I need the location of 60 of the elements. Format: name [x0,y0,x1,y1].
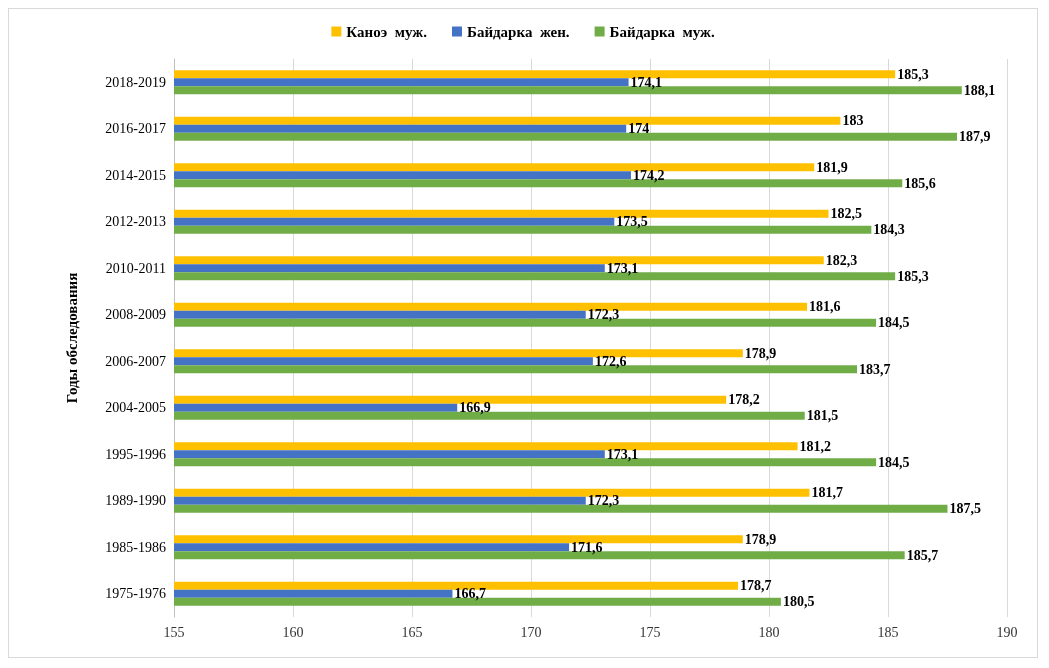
data-label: 171,6 [571,539,603,555]
x-tick-label: 155 [163,624,185,640]
x-tick-label: 160 [282,624,304,640]
data-label: 182,3 [825,252,858,268]
data-label: 172,3 [587,307,620,323]
y-axis-title: Годы обследования [63,272,80,404]
y-tick-label: 1975-1976 [105,586,166,602]
y-tick-label: 2018-2019 [105,74,166,90]
data-label: 174,1 [630,74,663,90]
data-label: 173,1 [606,446,639,462]
data-label: 173,5 [616,214,648,230]
y-tick-label: 2016-2017 [105,121,166,137]
data-label: 178,7 [740,578,772,594]
data-label: 184,3 [873,222,905,238]
y-tick-label: 1989-1990 [105,493,166,509]
x-tick-label: 190 [996,624,1018,640]
data-label: 185,7 [906,547,939,563]
data-label: 173,1 [606,260,639,276]
legend-label: Байдарка жен. [466,23,570,40]
data-label: 172,6 [594,353,627,369]
data-label: 178,9 [744,531,777,547]
y-tick-label: 1985-1986 [105,539,166,555]
y-tick-label: 2004-2005 [105,400,166,416]
data-label: 188,1 [963,82,996,98]
data-label: 178,9 [744,345,777,361]
data-label: 180,5 [782,594,815,610]
x-tick-label: 180 [758,624,780,640]
data-label: 181,6 [809,299,841,315]
data-label: 166,9 [459,400,491,416]
data-label: 181,5 [806,408,839,424]
y-tick-label: 1995-1996 [105,446,166,462]
y-tick-label: 2008-2009 [105,307,166,323]
x-tick-label: 175 [639,624,661,640]
y-tick-label: 2012-2013 [105,214,166,230]
data-label: 181,9 [816,159,848,175]
x-tick-label: 185 [877,624,899,640]
data-label: 184,5 [878,315,910,331]
x-tick-label: 170 [520,624,542,640]
data-label: 185,3 [897,268,929,284]
data-label: 181,7 [811,485,843,501]
data-label: 184,5 [878,454,910,470]
data-label: 172,3 [587,493,620,509]
data-label: 183 [842,113,864,129]
x-tick-label: 165 [401,624,423,640]
data-label: 174 [628,121,650,137]
data-label: 181,2 [799,438,832,454]
y-tick-label: 2014-2015 [105,167,166,183]
y-tick-label: 2006-2007 [105,353,166,369]
data-label: 185,3 [897,66,929,82]
legend-label: Каноэ муж. [346,23,428,40]
data-label: 178,2 [728,392,760,408]
data-label: 174,2 [632,167,665,183]
data-label: 187,9 [959,129,991,145]
data-label: 185,6 [904,175,936,191]
data-label: 187,5 [949,501,981,517]
legend-label: Байдарка муж. [609,23,715,40]
y-tick-label: 2010-2011 [105,260,166,276]
data-label: 183,7 [859,361,891,377]
data-label: 166,7 [454,586,486,602]
data-label: 182,5 [830,206,862,222]
